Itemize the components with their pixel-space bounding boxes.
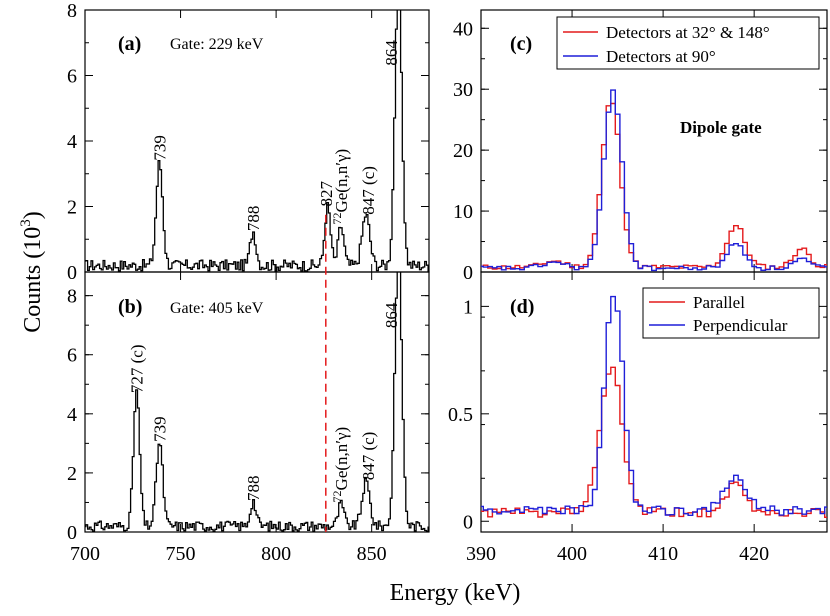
panel-b-ytick-label: 2 (67, 463, 77, 485)
panel-a-spectrum-line (85, 10, 429, 272)
legend-d-entry-1: Parallel (693, 293, 745, 312)
panel-a-peak-label: 847 (c) (359, 166, 378, 215)
legend-c: Detectors at 32° & 148° Detectors at 90° (556, 16, 820, 70)
panel-d-frame (480, 271, 828, 533)
panel-b-frame (84, 271, 430, 533)
panel-b-peak-label: 727 (c) (128, 345, 147, 394)
panel-b-label: (b) (118, 296, 142, 318)
panel-d-ytick-label: 0 (463, 511, 473, 533)
legend-d-entry-2: Perpendicular (693, 316, 788, 335)
peak-label-text: Ge(n,n′γ) (332, 149, 351, 213)
panel-a-peak-label: 864 (382, 40, 401, 66)
panel-a-ytick-label: 0 (67, 262, 77, 284)
panel-c-ytick-label: 20 (453, 140, 473, 162)
y-axis-label: Counts (103) (18, 211, 46, 333)
panel-d-xtick-label: 390 (466, 543, 496, 565)
panel-b-ytick-label: 8 (67, 286, 77, 308)
panel-c-series-blue-line (481, 89, 827, 272)
panel-b-xtick-label: 700 (70, 543, 100, 565)
panel-c-annotation: Dipole gate (680, 118, 762, 137)
panel-c-label: (c) (510, 33, 532, 55)
panel-a-gate: Gate: 229 keV (170, 36, 264, 53)
panel-c-ytick-label: 40 (453, 18, 473, 40)
panel-b-peak-label: 847 (c) (359, 432, 378, 481)
panel-b-ytick-label: 4 (67, 404, 77, 426)
panel-b-peak-label: 739 (151, 416, 170, 442)
panel-b-plot: 0 2 4 6 8 700 750 800 850 727 (c) 739 788 72Ge(n,n′γ… (67, 272, 429, 565)
panel-d-xtick-label: 410 (648, 543, 678, 565)
x-axis-label: Energy (keV) (390, 580, 521, 606)
panel-c-ytick-label: 10 (453, 201, 473, 223)
panel-d-series-red-line (481, 366, 827, 518)
panel-a-ytick-label: 6 (67, 66, 77, 88)
panel-b-peak-label: 864 (382, 302, 401, 328)
panel-d-plot: 0 0.5 1 390 400 410 420 (448, 272, 827, 565)
panel-c-series-red-line (481, 102, 827, 270)
panel-b-gate: Gate: 405 keV (170, 300, 264, 317)
panel-c-ytick-label: 30 (453, 79, 473, 101)
panel-b-series (85, 272, 429, 532)
legend-d-box (642, 287, 820, 339)
panel-b-xtick-label: 750 (166, 543, 196, 565)
panel-a-ytick-label: 4 (67, 131, 77, 153)
peak-label-superscript: 72 (330, 490, 344, 502)
panel-b-xtick-label: 850 (357, 543, 387, 565)
panel-c-ytick-label: 0 (463, 262, 473, 284)
panel-a-peak-label: 827 (317, 181, 336, 207)
panel-a-ytick-label: 2 (67, 197, 77, 219)
panel-b-ytick-label: 6 (67, 345, 77, 367)
legend-d: Parallel Perpendicular (642, 287, 820, 339)
panel-c-series (481, 89, 827, 272)
legend-c-entry-1: Detectors at 32° & 148° (606, 23, 770, 42)
panel-b-peak-label: 788 (244, 475, 263, 501)
panel-a-ytick-label: 8 (67, 0, 77, 22)
panel-a-peak-label: 788 (244, 206, 263, 232)
panel-b-xtick-label: 800 (261, 543, 291, 565)
panel-d-xtick-label: 400 (557, 543, 587, 565)
peak-label-superscript: 72 (330, 213, 344, 225)
panel-a-peak-label: 72Ge(n,n′γ) (330, 149, 351, 225)
panel-d-ytick-label: 1 (463, 296, 473, 318)
panel-b-ytick-label: 0 (67, 522, 77, 544)
panel-d-xtick-label: 420 (739, 543, 769, 565)
panel-d-ytick-label: 0.5 (448, 404, 473, 426)
panel-a-label: (a) (118, 33, 141, 55)
legend-c-box (556, 16, 820, 70)
panel-a-series (85, 10, 429, 272)
legend-c-entry-2: Detectors at 90° (606, 47, 716, 66)
panel-b-spectrum-line (85, 272, 429, 532)
panel-d-series (481, 295, 827, 518)
panel-a-peak-label: 739 (151, 135, 170, 161)
peak-label-text: Ge(n,n′γ) (332, 427, 351, 491)
panel-d-label: (d) (510, 296, 534, 318)
panel-d-series-blue-line (481, 295, 827, 516)
panel-c-plot: 0 10 20 30 40 (453, 10, 827, 284)
panel-b-peak-label: 72Ge(n,n′γ) (330, 427, 351, 503)
